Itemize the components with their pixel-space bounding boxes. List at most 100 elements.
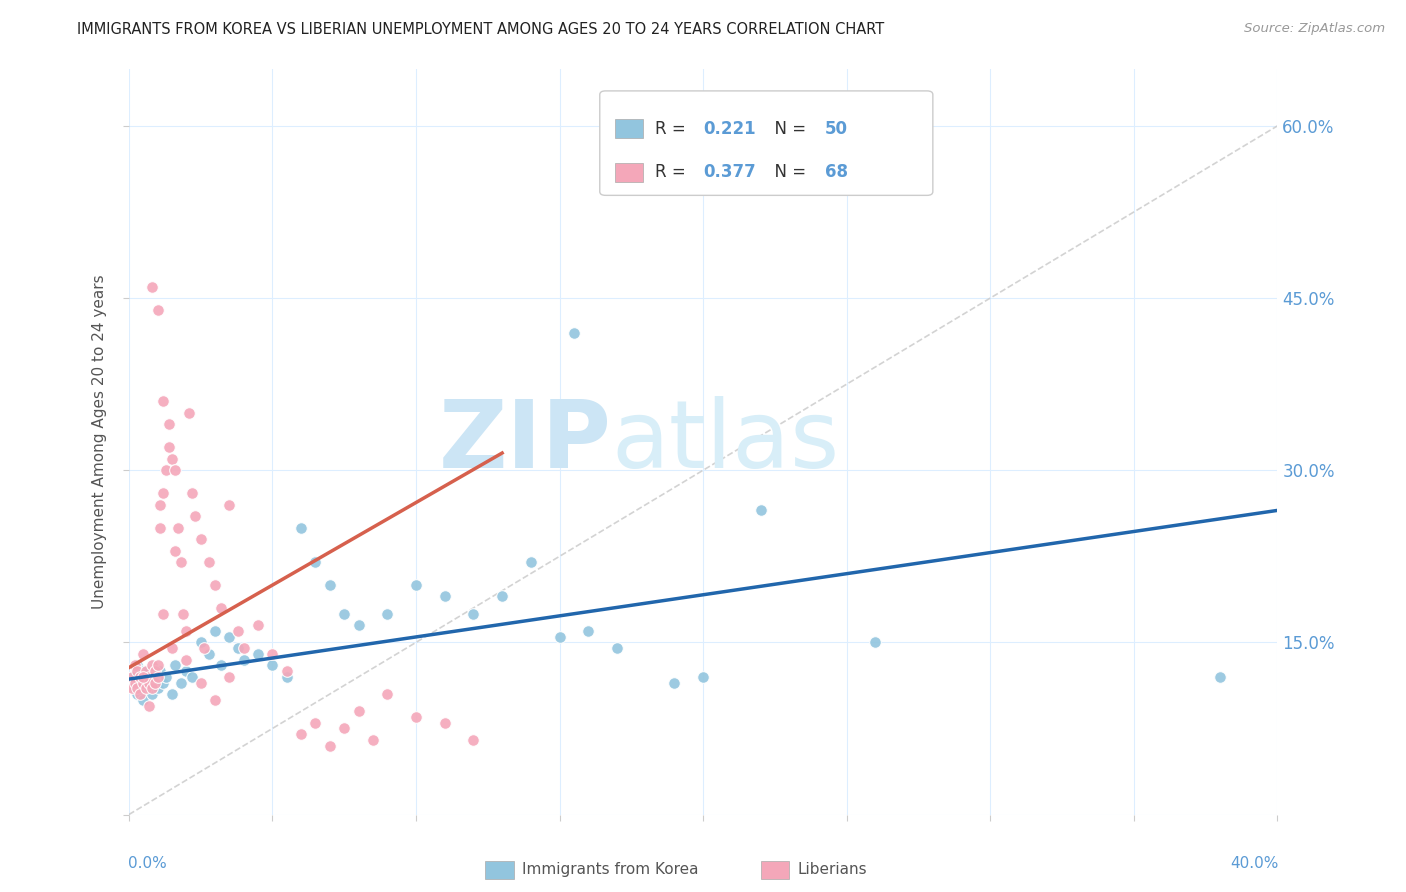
Point: [143, 675, 166, 690]
Point: [198, 647, 221, 661]
Point: [127, 681, 149, 696]
Text: 40.0%: 40.0%: [1230, 855, 1278, 871]
Text: N =: N =: [763, 163, 811, 181]
Point: [163, 543, 186, 558]
Point: [169, 555, 191, 569]
FancyBboxPatch shape: [600, 91, 932, 195]
Point: [160, 451, 183, 466]
Text: atlas: atlas: [612, 395, 839, 488]
Point: [155, 463, 177, 477]
Point: [152, 607, 174, 621]
Point: [232, 652, 254, 666]
Point: [347, 704, 370, 718]
Point: [692, 670, 714, 684]
Point: [135, 664, 157, 678]
Point: [135, 681, 157, 696]
Point: [463, 607, 485, 621]
Point: [124, 675, 146, 690]
Point: [190, 635, 212, 649]
Point: [149, 664, 172, 678]
Point: [184, 509, 207, 524]
Point: [405, 710, 427, 724]
Point: [132, 670, 155, 684]
Point: [174, 652, 197, 666]
Point: [138, 670, 160, 684]
Point: [181, 670, 204, 684]
Text: Immigrants from Korea: Immigrants from Korea: [522, 863, 699, 877]
Point: [204, 693, 226, 707]
Point: [174, 664, 197, 678]
Point: [375, 607, 398, 621]
Point: [204, 624, 226, 638]
Text: R =: R =: [655, 120, 690, 137]
Point: [174, 624, 197, 638]
Point: [163, 463, 186, 477]
Point: [333, 607, 356, 621]
Point: [1209, 670, 1232, 684]
Bar: [761, 861, 789, 880]
Point: [152, 486, 174, 500]
Point: [141, 681, 163, 696]
Point: [190, 532, 212, 546]
Point: [548, 630, 571, 644]
Bar: [614, 120, 644, 138]
Point: [226, 624, 249, 638]
Point: [157, 440, 180, 454]
Point: [218, 670, 240, 684]
Point: [319, 578, 342, 592]
Text: 50: 50: [825, 120, 848, 137]
Point: [169, 675, 191, 690]
Point: [276, 664, 298, 678]
Text: 0.0%: 0.0%: [128, 855, 166, 871]
Point: [121, 681, 143, 696]
Point: [290, 727, 312, 741]
Point: [141, 279, 163, 293]
Point: [132, 664, 155, 678]
Point: [232, 641, 254, 656]
Point: [124, 681, 146, 696]
Point: [157, 417, 180, 432]
Text: Liberians: Liberians: [797, 863, 868, 877]
Point: [290, 521, 312, 535]
Point: [276, 670, 298, 684]
Point: [127, 687, 149, 701]
Point: [262, 647, 284, 661]
Point: [405, 578, 427, 592]
Point: [166, 521, 188, 535]
Point: [124, 658, 146, 673]
Point: [143, 675, 166, 690]
Point: [181, 486, 204, 500]
Point: [247, 618, 270, 632]
Point: [491, 590, 513, 604]
Point: [143, 664, 166, 678]
Point: [347, 618, 370, 632]
Point: [149, 498, 172, 512]
Text: 0.377: 0.377: [703, 163, 756, 181]
Point: [193, 641, 215, 656]
Point: [152, 394, 174, 409]
Point: [163, 658, 186, 673]
Point: [375, 687, 398, 701]
Point: [520, 555, 543, 569]
Point: [146, 302, 169, 317]
Point: [606, 641, 628, 656]
Point: [129, 687, 152, 701]
Point: [433, 590, 456, 604]
Bar: [485, 861, 513, 880]
Point: [262, 658, 284, 673]
Point: [129, 670, 152, 684]
Y-axis label: Unemployment Among Ages 20 to 24 years: Unemployment Among Ages 20 to 24 years: [93, 274, 107, 609]
Point: [160, 641, 183, 656]
Point: [209, 601, 232, 615]
Text: R =: R =: [655, 163, 690, 181]
Point: [129, 675, 152, 690]
Point: [172, 607, 194, 621]
Point: [155, 670, 177, 684]
Point: [433, 715, 456, 730]
Point: [127, 664, 149, 678]
Point: [146, 670, 169, 684]
Point: [135, 681, 157, 696]
Point: [127, 658, 149, 673]
Point: [865, 635, 887, 649]
Point: [132, 693, 155, 707]
